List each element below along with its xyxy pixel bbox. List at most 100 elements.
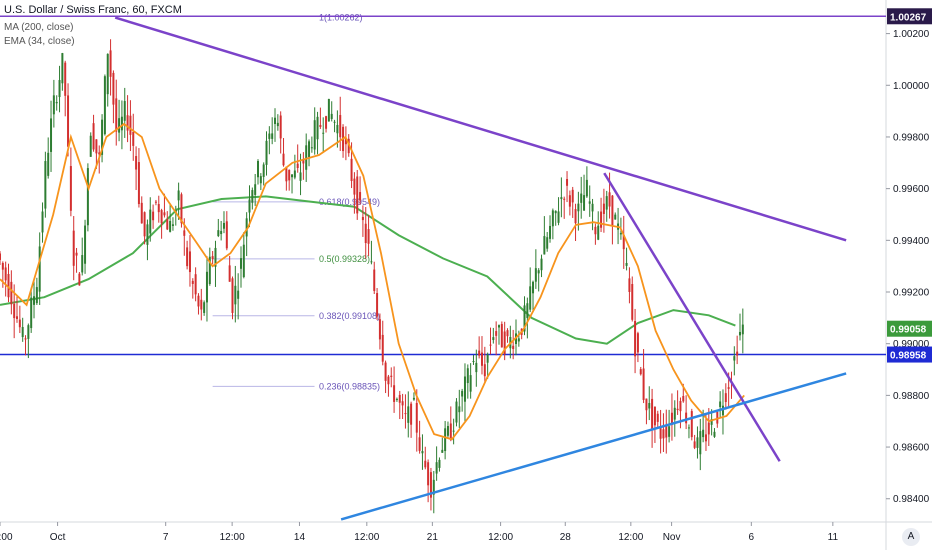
candle-body bbox=[466, 368, 469, 384]
candle-body bbox=[489, 344, 492, 346]
candle-body bbox=[27, 325, 30, 339]
trendline-3 bbox=[340, 372, 847, 521]
candle-body bbox=[455, 401, 458, 423]
candle-body bbox=[112, 72, 115, 105]
x-tick-label: 12:00 bbox=[488, 532, 513, 543]
candle-body bbox=[129, 115, 132, 135]
candle-body bbox=[653, 406, 656, 426]
candle-body bbox=[446, 426, 449, 436]
price-label: 0.98958 bbox=[890, 351, 927, 362]
candle-body bbox=[123, 101, 126, 121]
candle-body bbox=[359, 192, 362, 201]
candle-body bbox=[523, 305, 526, 332]
candle-body bbox=[560, 197, 563, 200]
candle-body bbox=[225, 221, 228, 249]
candle-body bbox=[336, 124, 339, 134]
candle-body bbox=[659, 428, 662, 439]
candle-body bbox=[64, 62, 67, 96]
candle-body bbox=[441, 449, 444, 453]
trendline-1 bbox=[114, 16, 847, 242]
price-label: 1.00267 bbox=[890, 12, 927, 23]
candle-body bbox=[594, 226, 597, 235]
candle-body bbox=[435, 462, 438, 474]
candle-body bbox=[222, 222, 225, 229]
candle-body bbox=[588, 201, 591, 204]
candle-body bbox=[106, 53, 109, 95]
candle-body bbox=[543, 236, 546, 255]
candle-body bbox=[407, 406, 410, 423]
ma-indicator-label[interactable]: MA (200, close) bbox=[4, 22, 74, 33]
candle-body bbox=[242, 244, 245, 278]
candle-body bbox=[95, 139, 98, 154]
candle-body bbox=[418, 437, 421, 451]
candle-body bbox=[398, 394, 401, 403]
candle-body bbox=[149, 209, 152, 234]
x-tick-label: 11 bbox=[828, 532, 839, 543]
candle-body bbox=[673, 407, 676, 420]
auto-scale-button[interactable]: A bbox=[902, 528, 920, 546]
candle-body bbox=[721, 405, 724, 416]
ema-indicator-label[interactable]: EMA (34, close) bbox=[4, 36, 75, 47]
candle-body bbox=[313, 120, 316, 150]
candle-body bbox=[257, 160, 260, 178]
candle-body bbox=[412, 397, 415, 400]
candle-body bbox=[724, 393, 727, 403]
candle-body bbox=[449, 423, 452, 440]
candle-body bbox=[186, 247, 189, 267]
candle-body bbox=[339, 115, 342, 138]
candle-body bbox=[21, 327, 24, 338]
candle-body bbox=[702, 429, 705, 438]
candle-body bbox=[665, 425, 668, 438]
candle-body bbox=[401, 401, 404, 406]
candle-body bbox=[707, 422, 710, 435]
y-tick-label: 0.99600 bbox=[893, 184, 930, 195]
candle-body bbox=[276, 122, 279, 127]
candle-body bbox=[495, 331, 498, 336]
candle-body bbox=[330, 113, 333, 119]
candle-body bbox=[327, 99, 330, 122]
candle-body bbox=[571, 189, 574, 203]
candle-body bbox=[373, 269, 376, 291]
candle-body bbox=[245, 218, 248, 237]
candle-body bbox=[316, 116, 319, 140]
y-tick-label: 0.99200 bbox=[893, 288, 930, 299]
candle-body bbox=[696, 437, 699, 448]
x-tick-label: 00:00 bbox=[0, 532, 13, 543]
candle-body bbox=[384, 362, 387, 381]
candle-body bbox=[262, 164, 265, 177]
candle-body bbox=[137, 162, 140, 205]
candle-body bbox=[1, 262, 4, 270]
candle-body bbox=[126, 115, 129, 131]
candle-body bbox=[492, 337, 495, 341]
candle-body bbox=[239, 258, 242, 269]
candle-body bbox=[639, 369, 642, 375]
candle-body bbox=[736, 351, 739, 356]
candle-body bbox=[16, 316, 19, 319]
candle-body bbox=[279, 115, 282, 139]
candle-body bbox=[157, 204, 160, 213]
chart-title: U.S. Dollar / Swiss Franc, 60, FXCM bbox=[4, 4, 182, 16]
candle-body bbox=[228, 265, 231, 282]
candle-body bbox=[687, 427, 690, 429]
candle-body bbox=[619, 233, 622, 235]
candle-body bbox=[634, 320, 637, 357]
candle-body bbox=[568, 195, 571, 207]
candle-body bbox=[390, 375, 393, 377]
candle-body bbox=[322, 132, 325, 134]
candle-body bbox=[89, 135, 92, 157]
candle-body bbox=[350, 158, 353, 181]
candle-body bbox=[205, 271, 208, 303]
candle-body bbox=[211, 256, 214, 260]
candle-body bbox=[554, 210, 557, 214]
candle-body bbox=[690, 411, 693, 438]
candle-body bbox=[115, 98, 118, 132]
candle-body bbox=[310, 147, 313, 149]
candle-body bbox=[704, 434, 707, 442]
candle-body bbox=[475, 362, 478, 373]
candle-body bbox=[234, 285, 237, 305]
candle-body bbox=[152, 211, 155, 221]
ema-34-line bbox=[0, 122, 745, 441]
candle-body bbox=[194, 274, 197, 295]
candle-body bbox=[140, 202, 143, 224]
candle-body bbox=[160, 210, 163, 224]
